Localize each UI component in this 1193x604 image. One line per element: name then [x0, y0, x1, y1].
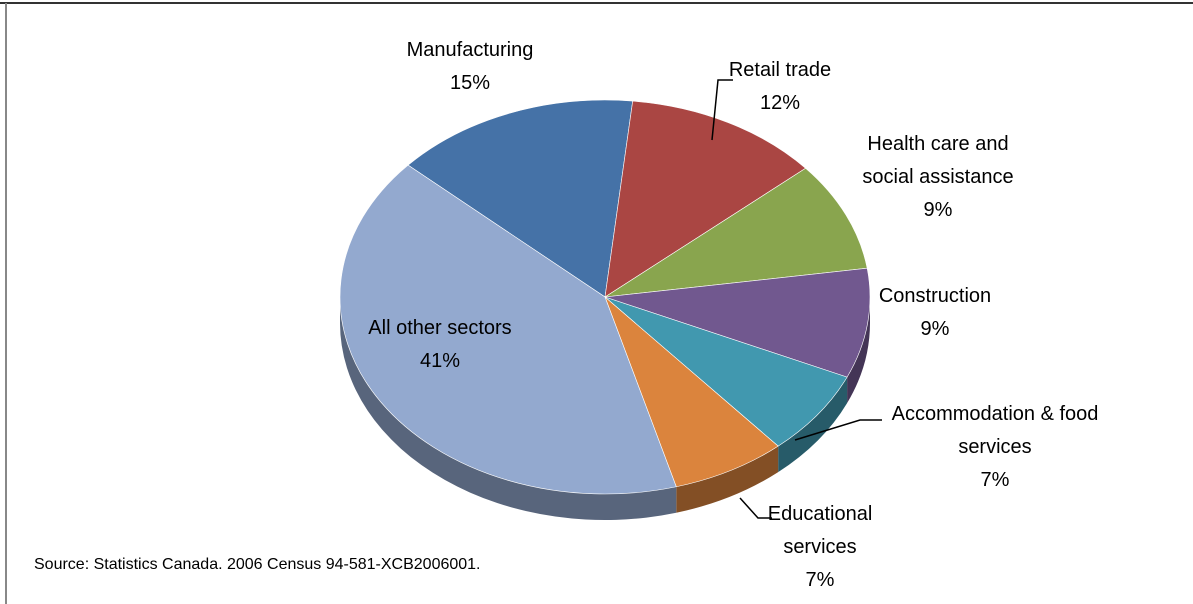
pie-slice — [604, 167, 868, 298]
slice-label: Retail trade 12% — [680, 54, 880, 120]
category-name: All other sectors — [368, 317, 512, 339]
category-name: Health care and social assistance — [862, 133, 1014, 188]
slice-label: Construction 9% — [845, 280, 1025, 346]
slice-label: Educational services 7% — [745, 498, 895, 597]
value-label: 12% — [759, 92, 801, 114]
pie-slice — [604, 296, 779, 488]
pie-slice — [604, 267, 871, 378]
slice-label: All other sectors 41% — [340, 312, 540, 378]
pie-side — [676, 446, 779, 513]
pie-slice — [604, 296, 848, 447]
pie-side — [340, 297, 677, 521]
slice-label: Manufacturing 15% — [370, 34, 570, 100]
category-name: Accommodation & food services — [891, 403, 1099, 458]
value-label: 9% — [920, 318, 950, 340]
pie-slice — [604, 100, 807, 298]
value-label: 41% — [419, 350, 461, 372]
leader-line — [711, 79, 733, 141]
category-name: Manufacturing — [406, 39, 534, 61]
category-name: Educational services — [767, 503, 873, 558]
value-label: 7% — [805, 569, 835, 591]
value-label: 15% — [449, 72, 491, 94]
source-note: Source: Statistics Canada. 2006 Census 9… — [34, 556, 481, 573]
pie-slice — [339, 164, 677, 495]
pie-side — [778, 377, 848, 473]
value-label: 9% — [923, 199, 953, 221]
leader-line — [739, 497, 772, 519]
slice-label: Accommodation & food services 7% — [890, 398, 1100, 497]
leader-line — [794, 419, 882, 441]
value-label: 7% — [980, 469, 1010, 491]
pie-sides — [340, 297, 870, 521]
category-name: Construction — [878, 285, 992, 307]
pie-tops — [339, 99, 871, 495]
pie-side — [847, 297, 870, 404]
category-name: Retail trade — [728, 59, 832, 81]
pie-slice — [407, 99, 634, 298]
slice-label: Health care and social assistance 9% — [843, 128, 1033, 227]
